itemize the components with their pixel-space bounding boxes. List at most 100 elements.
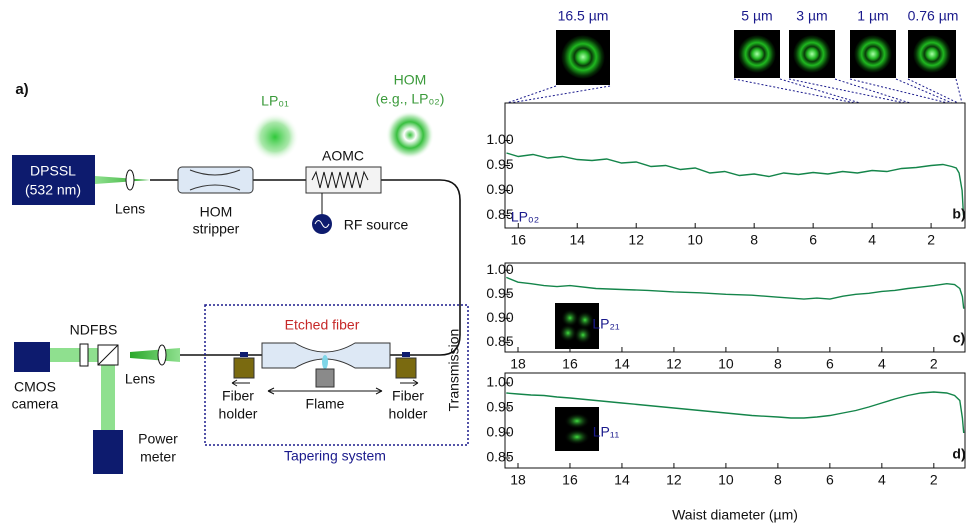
beam <box>50 348 98 362</box>
mode-inset <box>574 326 592 344</box>
mode-annotation: LP₂₁ <box>592 316 620 332</box>
mode-inset <box>564 429 590 445</box>
image-label: 5 µm <box>741 8 772 24</box>
beam <box>130 348 180 362</box>
y-tick-label: 0.95 <box>486 285 513 301</box>
transmission-line <box>506 152 965 216</box>
lens-label: Lens <box>115 201 145 217</box>
plot-frame <box>504 102 966 229</box>
x-tick-label: 12 <box>628 232 644 248</box>
mode-images: 16.5 µm 5 µm 3 µm 1 µm 0.76 µm <box>506 8 963 104</box>
flame-arrow <box>267 387 383 395</box>
mode-label: LP₀₁ <box>261 93 289 109</box>
x-tick-label: 4 <box>868 232 876 248</box>
y-tick-label: 0.85 <box>486 333 513 349</box>
x-tick-label: 10 <box>718 356 734 372</box>
fiber-holder <box>395 357 417 379</box>
mode-ring <box>386 111 434 159</box>
mode-image <box>561 35 605 79</box>
panel-label: c) <box>953 330 965 346</box>
laser-box <box>12 155 95 205</box>
fiber-holder <box>233 357 255 379</box>
power-label: Power <box>138 431 178 447</box>
mode-image <box>854 35 892 73</box>
flame-tip <box>322 355 328 369</box>
mode-label: (e.g., LP₀₂) <box>376 91 445 107</box>
panel-label: a) <box>15 81 28 98</box>
rf-label: RF source <box>344 217 409 233</box>
ndf <box>79 343 89 367</box>
y-tick-label: 0.95 <box>486 399 513 415</box>
x-tick-label: 4 <box>878 472 886 488</box>
y-tick-label: 1.00 <box>486 374 513 390</box>
x-tick-label: 16 <box>510 232 526 248</box>
aomc-coil <box>311 170 369 189</box>
stripper-label: HOM <box>200 204 233 220</box>
lens <box>157 344 167 366</box>
x-tick-label: 14 <box>569 232 585 248</box>
y-tick-label: 0.95 <box>486 156 513 172</box>
fiber <box>150 179 461 356</box>
aomc-box <box>305 166 382 194</box>
x-tick-label: 10 <box>718 472 734 488</box>
mode-annotation: LP₁₁ <box>593 424 620 440</box>
x-tick-label: 2 <box>930 472 938 488</box>
etched-label: Etched fiber <box>285 317 360 333</box>
mode-inset <box>559 324 577 342</box>
x-tick-label: 14 <box>614 472 630 488</box>
mode-inset <box>561 309 579 327</box>
tapering-box <box>204 304 469 446</box>
holder-label: holder <box>219 406 258 422</box>
x-tick-label: 4 <box>878 356 886 372</box>
x-tick-label: 2 <box>927 232 935 248</box>
tapering-label: Tapering system <box>284 448 386 464</box>
image-label: 3 µm <box>796 8 827 24</box>
mode-inset <box>564 413 590 429</box>
lens <box>125 169 135 191</box>
x-tick-label: 6 <box>826 472 834 488</box>
panel-label: d) <box>952 446 965 462</box>
y-tick-label: 1.00 <box>486 131 513 147</box>
mode-image <box>738 35 776 73</box>
splitter-diag <box>97 344 119 366</box>
x-tick-label: 8 <box>774 472 782 488</box>
aomc-label: AOMC <box>322 148 364 164</box>
transmission-line <box>506 276 965 309</box>
y-axis-label: Transmission <box>446 329 462 412</box>
beam <box>101 365 115 430</box>
camera-label: CMOS <box>14 379 56 395</box>
x-tick-label: 12 <box>666 472 682 488</box>
mode-image <box>793 35 831 73</box>
y-tick-label: 1.00 <box>486 261 513 277</box>
x-axis-label: Waist diameter (µm) <box>672 507 798 523</box>
y-tick-label: 0.90 <box>486 424 513 440</box>
image-label: 1 µm <box>857 8 888 24</box>
mode-annotation: LP₀₂ <box>511 209 539 225</box>
x-tick-label: 12 <box>666 356 682 372</box>
y-tick-label: 0.85 <box>486 206 513 222</box>
burner <box>315 368 335 388</box>
x-tick-label: 6 <box>809 232 817 248</box>
x-tick-label: 8 <box>774 356 782 372</box>
plot-frame <box>504 372 966 469</box>
stripper-taper <box>189 169 241 191</box>
x-tick-label: 10 <box>687 232 703 248</box>
rf-symbol <box>314 220 330 228</box>
y-tick-label: 0.90 <box>486 181 513 197</box>
transmission-line <box>506 391 965 434</box>
laser-label: DPSSL <box>30 163 76 179</box>
x-tick-label: 16 <box>562 472 578 488</box>
ndf-label: NDF <box>70 322 99 338</box>
x-tick-label: 2 <box>930 356 938 372</box>
x-tick-label: 6 <box>826 356 834 372</box>
mode-label: HOM <box>394 72 427 88</box>
hom-stripper <box>177 166 254 194</box>
laser-label: (532 nm) <box>25 182 81 198</box>
x-tick-label: 16 <box>562 356 578 372</box>
mode-spot <box>251 113 299 161</box>
stripper-label: stripper <box>193 221 240 237</box>
setup-diagram: a) DPSSL (532 nm) Lens HOM stripper AOMC… <box>12 72 469 474</box>
x-tick-label: 18 <box>510 356 526 372</box>
image-label: 0.76 µm <box>908 8 959 24</box>
